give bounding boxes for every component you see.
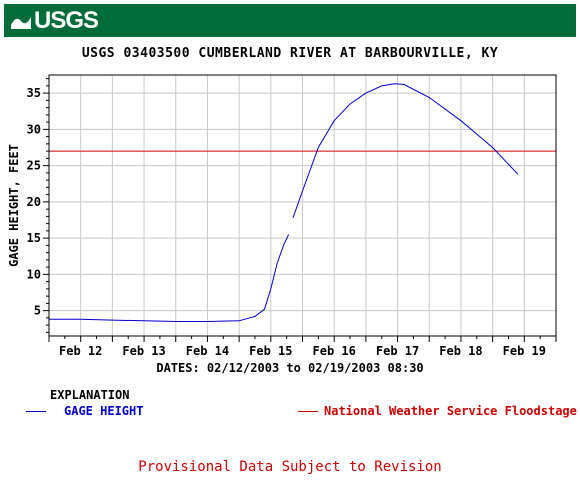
logo-text: USGS xyxy=(34,7,99,34)
y-axis-label: GAGE HEIGHT, FEET xyxy=(7,144,21,267)
provisional-notice: Provisional Data Subject to Revision xyxy=(138,459,442,475)
legend-flood-label: National Weather Service Floodstage xyxy=(324,404,577,418)
y-tick-label: 5 xyxy=(34,304,41,318)
legend-flood-swatch xyxy=(298,411,318,412)
x-tick-label: Feb 13 xyxy=(122,344,165,358)
legend-gage-height: GAGE HEIGHT xyxy=(26,404,143,418)
y-tick-label: 35 xyxy=(27,86,41,100)
y-tick-label: 20 xyxy=(27,195,41,209)
chart-title: USGS 03403500 CUMBERLAND RIVER AT BARBOU… xyxy=(81,46,499,61)
usgs-wave-icon xyxy=(11,17,31,29)
legend-heading: EXPLANATION xyxy=(50,388,130,402)
legend-floodstage: National Weather Service Floodstage xyxy=(298,404,577,418)
x-tick-label: Feb 15 xyxy=(249,344,292,358)
legend-gage-label: GAGE HEIGHT xyxy=(64,404,144,418)
x-tick-label: Feb 14 xyxy=(186,344,229,358)
plot-border xyxy=(48,74,557,337)
x-tick-label: Feb 19 xyxy=(503,344,546,358)
y-tick-label: 30 xyxy=(27,122,41,136)
gage-height-line xyxy=(49,234,290,322)
y-tick-label: 10 xyxy=(27,267,41,281)
gage-height-line xyxy=(292,83,519,218)
y-tick-label: 25 xyxy=(27,159,41,173)
y-tick-label: 15 xyxy=(27,231,41,245)
usgs-logo: USGS xyxy=(10,7,99,35)
x-tick-label: Feb 17 xyxy=(376,344,419,358)
x-tick-label: Feb 16 xyxy=(313,344,356,358)
x-tick-label: Feb 12 xyxy=(59,344,102,358)
x-tick-label: Feb 18 xyxy=(439,344,482,358)
x-axis-label: DATES: 02/12/2003 to 02/19/2003 08:30 xyxy=(156,361,424,375)
usgs-banner: USGS xyxy=(4,4,576,37)
legend-gage-swatch xyxy=(26,411,46,412)
